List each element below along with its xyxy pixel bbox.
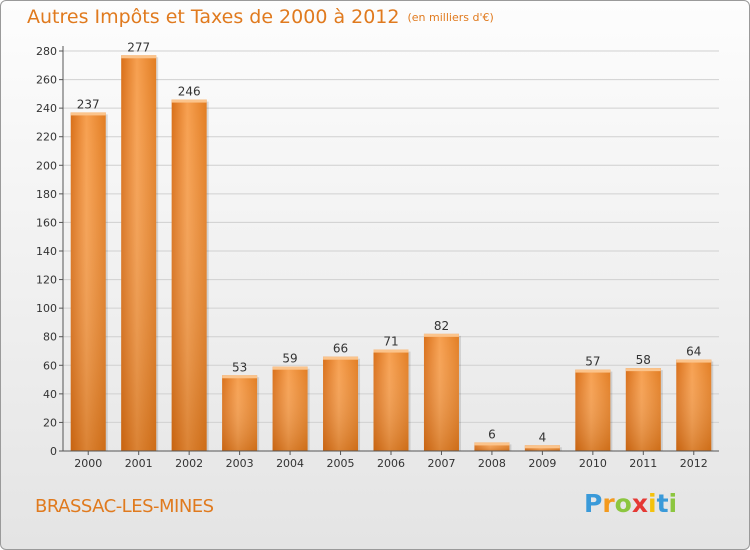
bar-value-label: 246 bbox=[178, 85, 201, 99]
y-tick-label: 60 bbox=[43, 359, 57, 372]
chart-subtitle: (en milliers d'€) bbox=[407, 11, 494, 24]
y-tick-label: 140 bbox=[36, 245, 57, 258]
y-tick-label: 260 bbox=[36, 74, 57, 87]
bar-value-label: 59 bbox=[282, 352, 297, 366]
bar-value-label: 4 bbox=[539, 430, 547, 444]
y-tick-label: 220 bbox=[36, 131, 57, 144]
bar-top bbox=[373, 349, 409, 353]
bar-shading bbox=[70, 112, 106, 451]
x-tick-label: 2008 bbox=[478, 457, 506, 470]
bar-shading bbox=[373, 349, 409, 451]
bar-shading bbox=[121, 55, 157, 452]
logo-letter: x bbox=[631, 489, 648, 518]
bar-value-label: 66 bbox=[333, 342, 348, 356]
bar-shading bbox=[423, 333, 459, 451]
x-tick-label: 2007 bbox=[427, 457, 455, 470]
bar-value-label: 237 bbox=[77, 97, 100, 111]
x-tick-label: 2002 bbox=[175, 457, 203, 470]
bar-value-label: 64 bbox=[686, 345, 701, 359]
x-tick-label: 2006 bbox=[377, 457, 405, 470]
bar-shading bbox=[323, 356, 359, 451]
bar-top bbox=[676, 359, 712, 363]
bar-top bbox=[171, 99, 207, 103]
logo-letter: o bbox=[614, 489, 632, 518]
bar-value-label: 277 bbox=[127, 40, 150, 54]
bar-value-label: 71 bbox=[383, 335, 398, 349]
logo-letter: t bbox=[656, 489, 669, 518]
bar-shading bbox=[474, 442, 510, 451]
bar-top bbox=[121, 55, 157, 59]
y-tick-label: 160 bbox=[36, 216, 57, 229]
x-tick-label: 2012 bbox=[680, 457, 708, 470]
y-tick-label: 20 bbox=[43, 416, 57, 429]
chart-title-text: Autres Impôts et Taxes de 2000 à 2012 bbox=[27, 6, 400, 28]
x-tick-label: 2010 bbox=[579, 457, 607, 470]
bar-shading bbox=[575, 369, 611, 451]
x-tick-label: 2000 bbox=[74, 457, 102, 470]
bar-top bbox=[222, 375, 258, 379]
bar-top bbox=[323, 356, 359, 360]
y-tick-label: 100 bbox=[36, 302, 57, 315]
bar-value-label: 53 bbox=[232, 360, 247, 374]
place-name: BRASSAC-LES-MINES bbox=[35, 496, 214, 517]
proxiti-logo: Proxiti bbox=[584, 489, 677, 518]
logo-letter: r bbox=[602, 489, 615, 518]
bar-top bbox=[524, 445, 560, 449]
y-tick-label: 40 bbox=[43, 388, 57, 401]
bar-top bbox=[272, 366, 308, 370]
y-tick-label: 80 bbox=[43, 331, 57, 344]
x-tick-label: 2004 bbox=[276, 457, 304, 470]
y-tick-label: 240 bbox=[36, 102, 57, 115]
bar-shading bbox=[171, 99, 207, 452]
bar-top bbox=[625, 368, 661, 372]
y-tick-label: 200 bbox=[36, 159, 57, 172]
bar-value-label: 58 bbox=[636, 353, 651, 367]
bar-top bbox=[575, 369, 611, 373]
bar-value-label: 82 bbox=[434, 319, 449, 333]
logo-letter: i bbox=[648, 489, 657, 518]
y-tick-label: 180 bbox=[36, 188, 57, 201]
chart-title: Autres Impôts et Taxes de 2000 à 2012 (en… bbox=[27, 6, 494, 28]
y-tick-label: 280 bbox=[36, 45, 57, 58]
bar-top bbox=[474, 442, 510, 446]
y-tick-label: 120 bbox=[36, 274, 57, 287]
x-tick-label: 2011 bbox=[629, 457, 657, 470]
x-tick-label: 2001 bbox=[125, 457, 153, 470]
bar-value-label: 57 bbox=[585, 355, 600, 369]
y-tick-label: 0 bbox=[50, 445, 57, 458]
bar-value-label: 6 bbox=[488, 427, 496, 441]
x-tick-label: 2003 bbox=[226, 457, 254, 470]
x-tick-label: 2005 bbox=[327, 457, 355, 470]
logo-letter: i bbox=[668, 489, 678, 518]
bar-shading bbox=[625, 368, 661, 451]
bar-top bbox=[70, 112, 106, 116]
bar-shading bbox=[676, 359, 712, 451]
bar-shading bbox=[222, 375, 258, 451]
bar-top bbox=[423, 333, 459, 337]
bar-shading bbox=[272, 366, 308, 451]
x-tick-label: 2009 bbox=[528, 457, 556, 470]
logo-letter: P bbox=[584, 489, 603, 518]
